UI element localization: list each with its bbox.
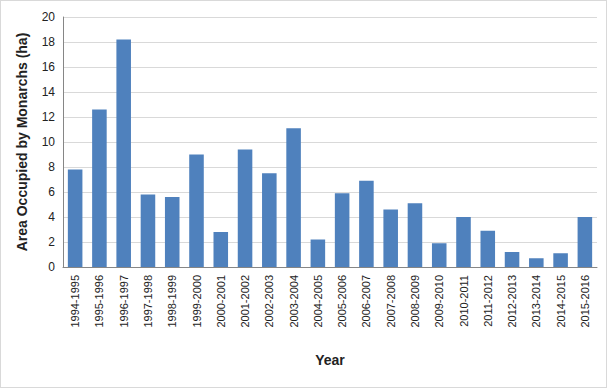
svg-text:2015-2016: 2015-2016: [579, 275, 591, 328]
svg-text:1999-2000: 1999-2000: [191, 275, 203, 328]
svg-text:4: 4: [48, 210, 55, 224]
svg-text:2005-2006: 2005-2006: [336, 275, 348, 328]
svg-text:20: 20: [42, 10, 56, 24]
svg-text:1994-1995: 1994-1995: [69, 275, 81, 328]
svg-text:2001-2002: 2001-2002: [239, 275, 251, 328]
svg-text:16: 16: [42, 60, 56, 74]
svg-text:2011-2012: 2011-2012: [482, 275, 494, 327]
svg-text:2008-2009: 2008-2009: [409, 275, 421, 328]
svg-text:2014-2015: 2014-2015: [555, 275, 567, 328]
svg-text:12: 12: [42, 110, 56, 124]
svg-text:6: 6: [48, 185, 55, 199]
svg-text:0: 0: [48, 260, 55, 274]
svg-text:2004-2005: 2004-2005: [312, 275, 324, 328]
svg-text:1996-1997: 1996-1997: [118, 275, 130, 328]
svg-text:10: 10: [42, 135, 56, 149]
svg-text:2002-2003: 2002-2003: [263, 275, 275, 328]
svg-text:2: 2: [48, 235, 55, 249]
svg-text:Area Occupied by Monarchs (ha): Area Occupied by Monarchs (ha): [14, 33, 30, 252]
svg-text:1997-1998: 1997-1998: [142, 275, 154, 328]
svg-text:2007-2008: 2007-2008: [385, 275, 397, 328]
svg-text:2010-2011: 2010-2011: [458, 275, 470, 327]
svg-text:1995-1996: 1995-1996: [93, 275, 105, 328]
svg-text:2006-2007: 2006-2007: [360, 275, 372, 328]
svg-text:8: 8: [48, 160, 55, 174]
svg-text:Year: Year: [315, 352, 345, 368]
svg-text:2013-2014: 2013-2014: [530, 275, 542, 328]
svg-text:2003-2004: 2003-2004: [288, 275, 300, 328]
svg-text:2012-2013: 2012-2013: [506, 275, 518, 328]
svg-text:1998-1999: 1998-1999: [166, 275, 178, 328]
svg-text:2000-2001: 2000-2001: [215, 275, 227, 328]
svg-text:14: 14: [42, 85, 56, 99]
svg-text:2009-2010: 2009-2010: [433, 275, 445, 328]
svg-text:18: 18: [42, 35, 56, 49]
